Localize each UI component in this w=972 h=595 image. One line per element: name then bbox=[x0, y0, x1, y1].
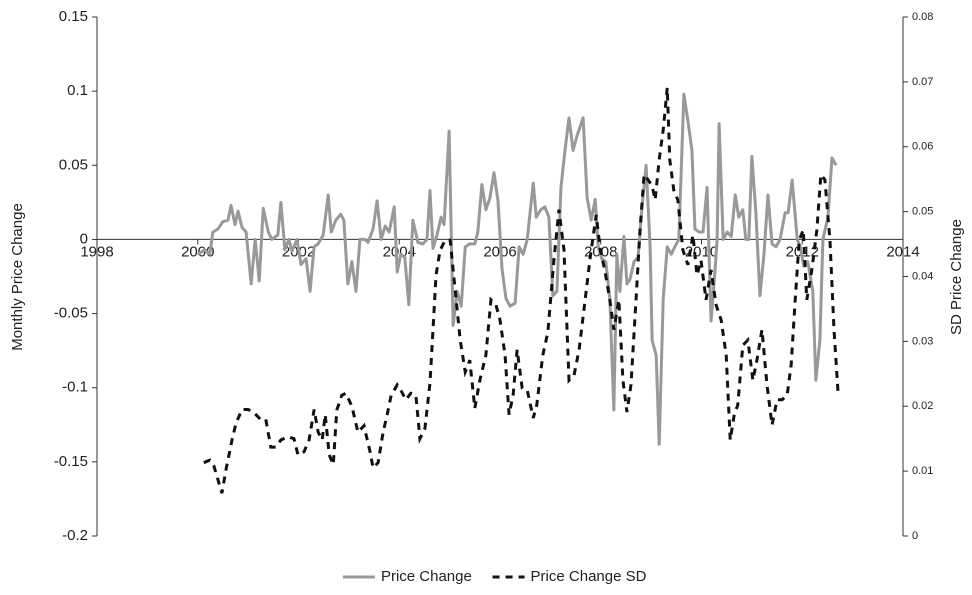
x-tick-label: 1998 bbox=[80, 243, 113, 260]
x-tick-label: 2004 bbox=[383, 243, 416, 260]
y-tick-label: 0.15 bbox=[59, 8, 88, 25]
y-tick-label: 0.1 bbox=[67, 82, 88, 99]
y-tick-label: -0.15 bbox=[54, 453, 88, 470]
y2-tick-label: 0.04 bbox=[912, 270, 933, 282]
y2-tick-label: 0.01 bbox=[912, 465, 933, 477]
y-tick-label: -0.2 bbox=[62, 527, 88, 544]
y2-tick-label: 0 bbox=[912, 530, 918, 542]
legend-label: Price Change SD bbox=[531, 568, 647, 585]
y2-tick-label: 0.05 bbox=[912, 206, 933, 218]
x-tick-label: 2014 bbox=[886, 243, 919, 260]
y-tick-label: -0.1 bbox=[62, 379, 88, 396]
y2-tick-label: 0.06 bbox=[912, 141, 933, 153]
series-line bbox=[203, 87, 840, 494]
y2-axis-label: SD Price Change bbox=[948, 219, 965, 335]
y-tick-label: 0 bbox=[80, 230, 88, 247]
x-tick-label: 2000 bbox=[181, 243, 214, 260]
legend-label: Price Change bbox=[381, 568, 472, 585]
y-tick-label: 0.05 bbox=[59, 156, 88, 173]
series-line bbox=[196, 92, 838, 446]
y2-tick-label: 0.03 bbox=[912, 335, 933, 347]
y2-tick-label: 0.02 bbox=[912, 400, 933, 412]
y2-tick-label: 0.08 bbox=[912, 11, 933, 23]
y2-tick-label: 0.07 bbox=[912, 76, 933, 88]
y-tick-label: -0.05 bbox=[54, 305, 88, 322]
y-axis-label: Monthly Price Change bbox=[9, 203, 26, 351]
